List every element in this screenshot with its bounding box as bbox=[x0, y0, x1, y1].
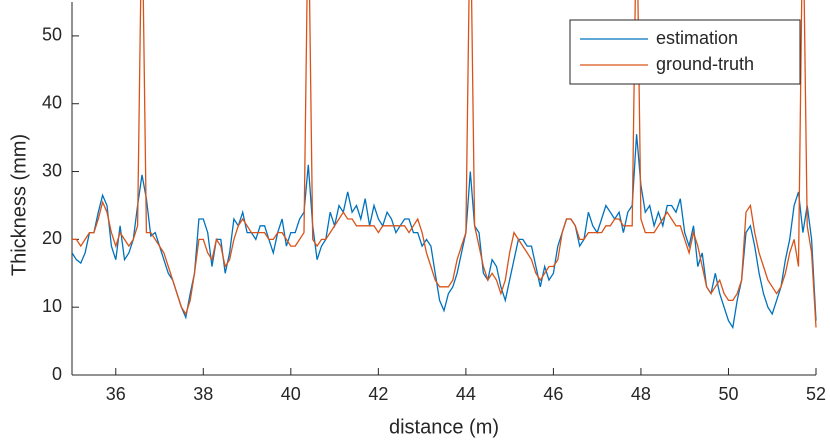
y-tick-label: 10 bbox=[42, 296, 62, 316]
x-tick-label: 40 bbox=[281, 384, 301, 404]
legend-label: estimation bbox=[656, 28, 738, 48]
x-tick-label: 46 bbox=[543, 384, 563, 404]
y-tick-label: 20 bbox=[42, 228, 62, 248]
y-tick-label: 40 bbox=[42, 92, 62, 112]
y-tick-label: 0 bbox=[52, 364, 62, 384]
x-axis-label: distance (m) bbox=[389, 416, 499, 438]
x-tick-label: 50 bbox=[718, 384, 738, 404]
x-tick-label: 44 bbox=[456, 384, 476, 404]
x-tick-label: 36 bbox=[106, 384, 126, 404]
y-tick-label: 30 bbox=[42, 160, 62, 180]
x-tick-label: 38 bbox=[193, 384, 213, 404]
y-tick-label: 50 bbox=[42, 25, 62, 45]
legend-label: ground-truth bbox=[656, 54, 754, 74]
x-tick-label: 42 bbox=[368, 384, 388, 404]
series-line bbox=[72, 134, 817, 330]
x-tick-label: 52 bbox=[806, 384, 826, 404]
y-axis-label: Thickness (mm) bbox=[8, 134, 30, 276]
plot-area bbox=[72, 0, 817, 330]
x-tick-label: 48 bbox=[631, 384, 651, 404]
series-line bbox=[72, 0, 817, 328]
legend-box bbox=[569, 19, 801, 85]
